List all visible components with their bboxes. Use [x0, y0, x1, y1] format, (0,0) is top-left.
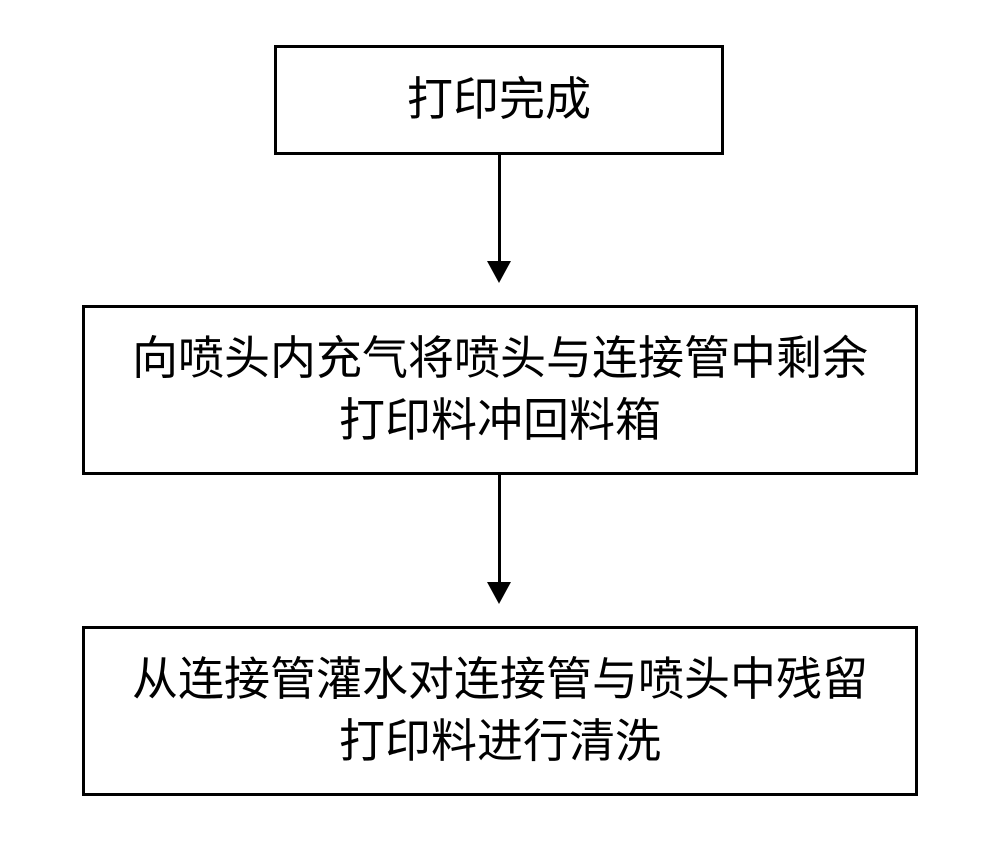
- flow-node-water-clean: 从连接管灌水对连接管与喷头中残留 打印料进行清洗: [82, 626, 918, 796]
- flow-node-label: 打印完成: [407, 69, 591, 131]
- arrow-down-icon: [487, 582, 511, 604]
- flow-arrow: [498, 155, 501, 261]
- flow-node-label: 从连接管灌水对连接管与喷头中残留 打印料进行清洗: [132, 649, 868, 773]
- arrow-down-icon: [487, 261, 511, 283]
- flow-node-label: 向喷头内充气将喷头与连接管中剩余 打印料冲回料箱: [132, 328, 868, 452]
- flow-node-print-complete: 打印完成: [274, 45, 724, 155]
- flow-arrow: [498, 475, 501, 582]
- flowchart-canvas: 打印完成 向喷头内充气将喷头与连接管中剩余 打印料冲回料箱 从连接管灌水对连接管…: [0, 0, 1000, 860]
- flow-node-inflate-flush: 向喷头内充气将喷头与连接管中剩余 打印料冲回料箱: [82, 305, 918, 475]
